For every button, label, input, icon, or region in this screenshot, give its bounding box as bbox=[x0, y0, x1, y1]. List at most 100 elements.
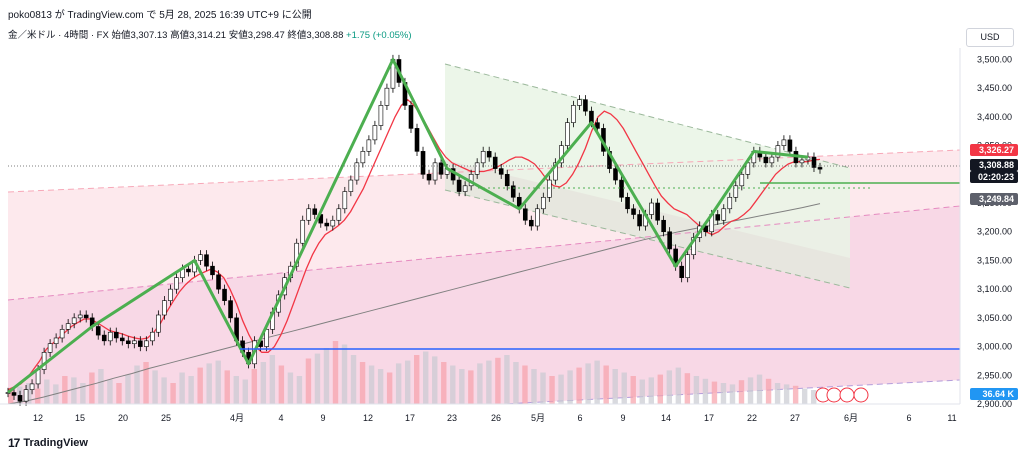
volume-bar bbox=[143, 362, 149, 404]
volume-bar bbox=[648, 377, 654, 404]
candle-body bbox=[5, 392, 11, 394]
volume-bars bbox=[8, 341, 817, 404]
pattern-overlay bbox=[7, 58, 809, 394]
x-tick-label: 23 bbox=[447, 413, 457, 423]
volume-bar bbox=[765, 378, 772, 404]
countdown-label: 02:20:23 bbox=[970, 171, 1018, 183]
candle-body bbox=[541, 196, 546, 210]
candle-body bbox=[571, 105, 576, 123]
volume-bar bbox=[44, 379, 50, 404]
candle-body bbox=[492, 156, 498, 169]
y-tick-label: 3,100.00 bbox=[977, 284, 1012, 294]
symbol-name[interactable]: 金／米ドル · 4時間 · FX bbox=[8, 30, 109, 41]
volume-bar bbox=[305, 358, 312, 404]
y-tick-label: 3,200.00 bbox=[977, 227, 1012, 237]
candle-body bbox=[222, 288, 227, 301]
candle-body bbox=[637, 214, 642, 227]
volume-bar bbox=[495, 357, 501, 404]
volume-bar bbox=[107, 379, 113, 404]
volume-bar bbox=[341, 344, 348, 404]
volume-bar bbox=[8, 390, 14, 404]
volume-bar bbox=[558, 374, 564, 404]
volume-bar bbox=[89, 372, 95, 404]
volume-bar bbox=[71, 377, 77, 404]
event-icon[interactable] bbox=[826, 387, 842, 403]
candle-body bbox=[174, 277, 179, 290]
x-tick-label: 14 bbox=[661, 413, 671, 423]
volume-bar bbox=[531, 369, 537, 404]
candle-body bbox=[420, 151, 426, 175]
volume-bar bbox=[486, 360, 492, 404]
candle-body bbox=[53, 337, 59, 345]
candle-body bbox=[366, 139, 372, 152]
volume-bar bbox=[224, 370, 230, 404]
tradingview-footer[interactable]: 17 TradingView bbox=[8, 436, 88, 450]
volume-bar bbox=[792, 385, 799, 404]
volume-bar bbox=[747, 377, 754, 404]
x-tick-label: 17 bbox=[405, 413, 415, 423]
candle-body bbox=[763, 156, 769, 164]
volume-bar bbox=[630, 376, 636, 404]
volume-bar bbox=[450, 365, 456, 404]
x-tick-label: 11 bbox=[947, 413, 956, 423]
candle-body bbox=[210, 265, 215, 276]
candle-body bbox=[553, 162, 558, 181]
volume-bar bbox=[513, 362, 519, 404]
candle-body bbox=[781, 139, 787, 146]
candle-body bbox=[125, 340, 131, 345]
ohlc-legend: 金／米ドル · 4時間 · FX 始値3,307.13 高値3,314.21 安… bbox=[8, 27, 412, 41]
candle-body bbox=[168, 288, 173, 301]
volume-bar bbox=[702, 378, 709, 404]
candle-body bbox=[703, 225, 709, 233]
volume-bar bbox=[233, 376, 239, 404]
ma-slow-price-label: 3,249.84 bbox=[970, 193, 1018, 205]
volume-bar bbox=[720, 383, 727, 404]
candle-body bbox=[661, 219, 666, 233]
candle-body bbox=[577, 99, 582, 106]
volume-bar bbox=[404, 360, 411, 404]
x-tick-label: 12 bbox=[33, 413, 43, 423]
event-icon[interactable] bbox=[853, 387, 869, 403]
volume-bar bbox=[386, 372, 393, 404]
y-tick-label: 2,900.00 bbox=[977, 399, 1012, 409]
volume-bar bbox=[711, 381, 718, 404]
ma-slow-line bbox=[7, 203, 821, 405]
volume-bar bbox=[125, 374, 131, 404]
volume-bar bbox=[278, 365, 285, 404]
event-icon[interactable] bbox=[839, 387, 855, 403]
candle-body bbox=[336, 208, 342, 221]
candle-body bbox=[360, 151, 366, 164]
currency-button[interactable]: USD bbox=[966, 28, 1014, 47]
volume-bar bbox=[314, 353, 321, 404]
moving-averages bbox=[7, 98, 821, 405]
candle-body bbox=[408, 105, 414, 129]
candle-body bbox=[775, 145, 781, 158]
close-value: 3,308.88 bbox=[306, 30, 344, 41]
candle-body bbox=[583, 99, 588, 112]
x-tick-label: 4月 bbox=[230, 413, 244, 423]
tradingview-logo-icon: 17 bbox=[8, 436, 20, 450]
volume-bar bbox=[684, 373, 691, 404]
x-tick-label: 17 bbox=[704, 413, 714, 423]
x-tick-label: 5月 bbox=[531, 413, 545, 423]
candle-body bbox=[486, 151, 492, 158]
candle-body bbox=[11, 392, 17, 396]
volume-bar bbox=[161, 377, 167, 404]
candle-body bbox=[228, 300, 233, 319]
volume-bar bbox=[332, 341, 339, 404]
volume-bar bbox=[729, 384, 736, 404]
candle-body bbox=[150, 331, 155, 342]
volume-bar bbox=[206, 363, 212, 404]
y-tick-label: 3,050.00 bbox=[977, 313, 1012, 323]
channel-bottom-line bbox=[493, 379, 960, 404]
volume-bar bbox=[423, 351, 429, 404]
candle-body bbox=[625, 196, 630, 210]
economic-event-icons[interactable] bbox=[815, 387, 869, 403]
x-tick-label: 15 bbox=[75, 413, 85, 423]
high-value: 3,314.21 bbox=[189, 30, 227, 41]
candle-body bbox=[535, 208, 540, 227]
volume-bar bbox=[756, 374, 763, 404]
volume-bar bbox=[459, 369, 465, 404]
low-label: 安値 bbox=[228, 30, 248, 41]
